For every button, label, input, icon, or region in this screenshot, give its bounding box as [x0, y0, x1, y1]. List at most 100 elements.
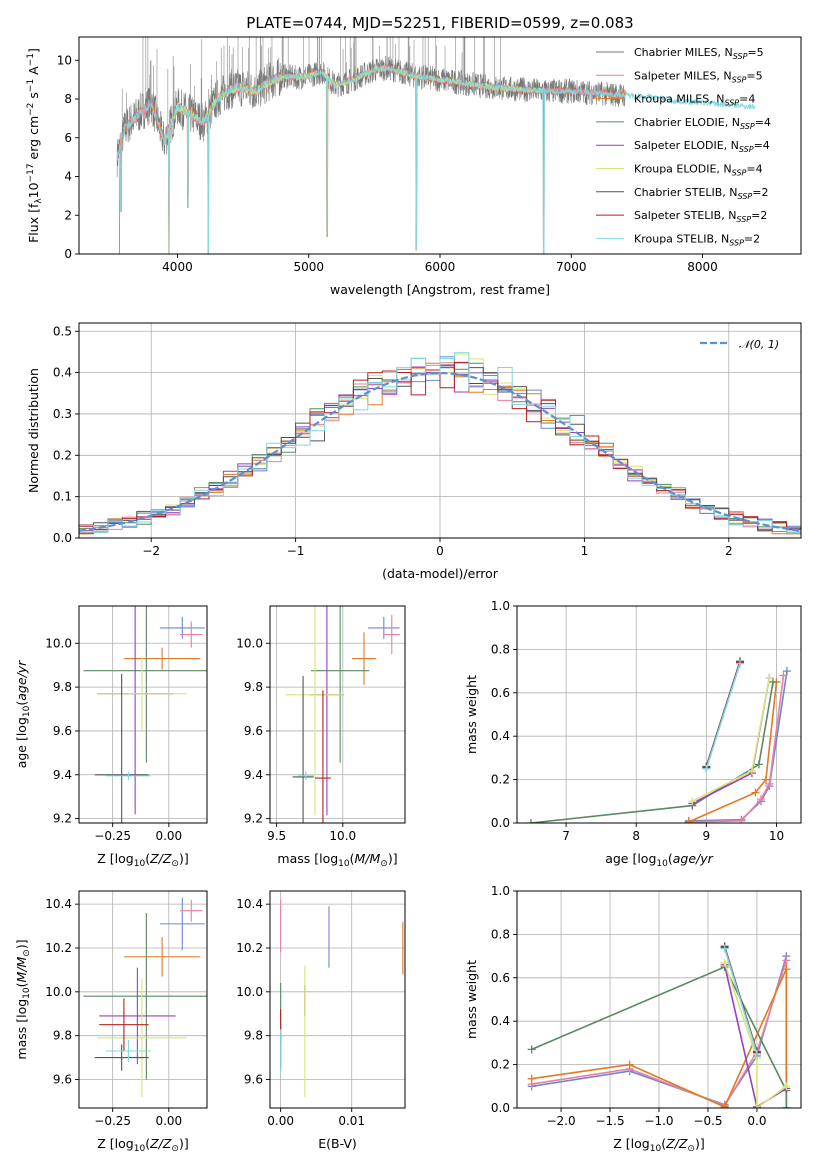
legend-name: Kroupa STELIB, N — [634, 232, 729, 245]
gaussian-curve — [79, 372, 801, 532]
x-axis-label-part: M/M — [355, 851, 381, 866]
weight-marker — [782, 965, 791, 974]
weight-line — [691, 677, 771, 803]
y-tick-label: 0.8 — [491, 642, 510, 656]
weight-marker — [779, 671, 788, 680]
x-tick-label: 7 — [562, 829, 570, 843]
y-tick-label: 0.2 — [491, 773, 510, 787]
legend-tail: =4 — [739, 93, 755, 106]
y-axis-label: mass [log10(M/M⊙)] — [14, 939, 32, 1059]
legend-name: Kroupa ELODIE, N — [634, 163, 732, 176]
y-tick-label: 9.8 — [244, 1029, 263, 1043]
weight-marker — [757, 795, 766, 804]
weight-marker — [768, 677, 777, 686]
y-tick-label: 10.0 — [45, 985, 72, 999]
y-tick-label: 0.0 — [491, 816, 510, 830]
y-axis-label-part: A — [26, 66, 41, 79]
y-axis-label-part: ( — [14, 701, 29, 706]
x-tick-label: 0.00 — [267, 1114, 294, 1128]
legend-name: Chabrier ELODIE, N — [634, 116, 740, 129]
legend-name: Chabrier MILES, N — [634, 46, 733, 59]
spectrum-line-chabrier-miles — [116, 55, 626, 254]
y-tick-label: 10.0 — [236, 985, 263, 999]
y-tick-label: 0.0 — [491, 1101, 510, 1115]
y-tick-label: 0.4 — [491, 729, 510, 743]
mass-vs-Z-plot: −0.25 0.009.69.810.010.210.4Z [log10(Z/Z⊙… — [14, 890, 208, 1154]
legend-tail: =2 — [744, 232, 760, 245]
y-tick-label: 9.8 — [244, 680, 263, 694]
y-tick-label: 10.2 — [45, 941, 72, 955]
y-axis-label-part: 10 — [22, 705, 32, 717]
weight-marker — [782, 1082, 791, 1091]
legend-entry: Chabrier ELODIE, NSSP=4 — [634, 116, 771, 131]
age-vs-mass-plot: 9.5 10.0 9.2 9.4 9.6 9.8 10.0 mass [log10(M/M⊙)… — [236, 605, 406, 869]
x-axis-label: wavelength [Angstrom, rest frame] — [330, 282, 550, 297]
legend-name: Salpeter STELIB, N — [634, 209, 736, 222]
figure-title: PLATE=0744, MJD=52251, FIBERID=0599, z=0… — [246, 14, 633, 32]
axes-frame — [78, 890, 208, 1109]
weight-marker — [527, 1074, 536, 1083]
y-tick-label: 9.8 — [53, 1029, 72, 1043]
y-tick-label: 9.2 — [53, 812, 72, 826]
x-tick-label: −2 — [142, 544, 160, 558]
x-axis-label: Z [log10(Z/Z⊙)] — [97, 851, 188, 869]
x-axis-label-part: )] — [179, 851, 189, 866]
x-axis-label-part: 10 — [134, 859, 146, 869]
legend-sub: SSP — [736, 215, 751, 224]
weight-marker — [720, 958, 729, 967]
weight-marker — [782, 667, 791, 676]
legend-entry: Chabrier STELIB, NSSP=2 — [634, 186, 768, 201]
y-axis-label: mass weight — [464, 960, 479, 1039]
x-axis-label-part: Z [log — [97, 851, 133, 866]
x-tick-label: −0.5 — [693, 1114, 722, 1128]
y-tick-label: 9.4 — [244, 768, 263, 782]
residual-histogram-marks — [79, 352, 801, 535]
legend-entry: Chabrier MILES, NSSP=5 — [634, 46, 764, 61]
x-axis-label: age [log10(age/yr — [605, 851, 713, 869]
y-tick-label: 0.2 — [491, 1058, 510, 1072]
y-tick-label: 10 — [57, 53, 72, 67]
legend-sub: SSP — [732, 169, 747, 178]
weight-vs-age-plot: 7 8 9 10 0.0 0.2 0.4 0.6 0.8 1.0 mass weight age [l… — [464, 599, 802, 869]
y-tick-label: 0.5 — [53, 324, 72, 338]
weight-marker — [737, 816, 746, 823]
axes-frame — [269, 605, 406, 824]
age-vs-mass-marks — [285, 606, 400, 823]
y-axis-label: Normed distribution — [26, 368, 41, 493]
y-tick-label: 10.0 — [45, 636, 72, 650]
y-tick-label: 2 — [64, 208, 72, 222]
y-axis-label-part: erg cm — [26, 116, 41, 164]
x-axis-label-part: mass [log — [277, 851, 338, 866]
weight-marker — [720, 1102, 729, 1108]
y-tick-label: 1.0 — [491, 599, 510, 613]
weight-line — [688, 681, 778, 823]
x-tick-label: 0.01 — [338, 1114, 365, 1128]
y-tick-label: 0.8 — [491, 927, 510, 941]
y-axis-label-part: ⊙ — [22, 949, 32, 957]
y-axis-label-part: age/yr — [14, 660, 29, 701]
y-axis-label-part: M/M — [14, 956, 29, 982]
x-axis-label-part: )] — [388, 851, 398, 866]
residual-histogram-plot: −2 −1 0 1 2 0.0 0.1 0.2 0.3 0.4 0.5 (data-model)/er… — [26, 322, 802, 581]
y-axis-label-part: s — [26, 92, 41, 103]
legend-tail: =2 — [751, 209, 767, 222]
x-tick-label: 10 — [769, 829, 784, 843]
y-axis-label-part: 10 — [26, 182, 41, 198]
x-tick-label: −1.5 — [595, 1114, 624, 1128]
y-tick-label: 0 — [64, 247, 72, 261]
x-tick-label: 7000 — [556, 260, 587, 274]
weight-line — [530, 681, 774, 823]
x-tick-label: 8 — [632, 829, 640, 843]
x-tick-label: 6000 — [425, 260, 456, 274]
y-tick-label: 0.6 — [491, 971, 510, 985]
weight-marker — [752, 1104, 761, 1108]
legend-sub: SSP — [739, 145, 754, 154]
legend-entry: Kroupa ELODIE, NSSP=4 — [634, 163, 763, 178]
x-tick-label: 0.0 — [747, 1114, 766, 1128]
weight-marker — [684, 817, 693, 823]
y-tick-label: 0.6 — [491, 686, 510, 700]
x-axis-label-part: age/yr — [673, 851, 714, 866]
weight-marker — [754, 760, 763, 769]
x-axis-label: mass [log10(M/M⊙)] — [277, 851, 397, 869]
spectrum-marks — [113, 37, 756, 254]
